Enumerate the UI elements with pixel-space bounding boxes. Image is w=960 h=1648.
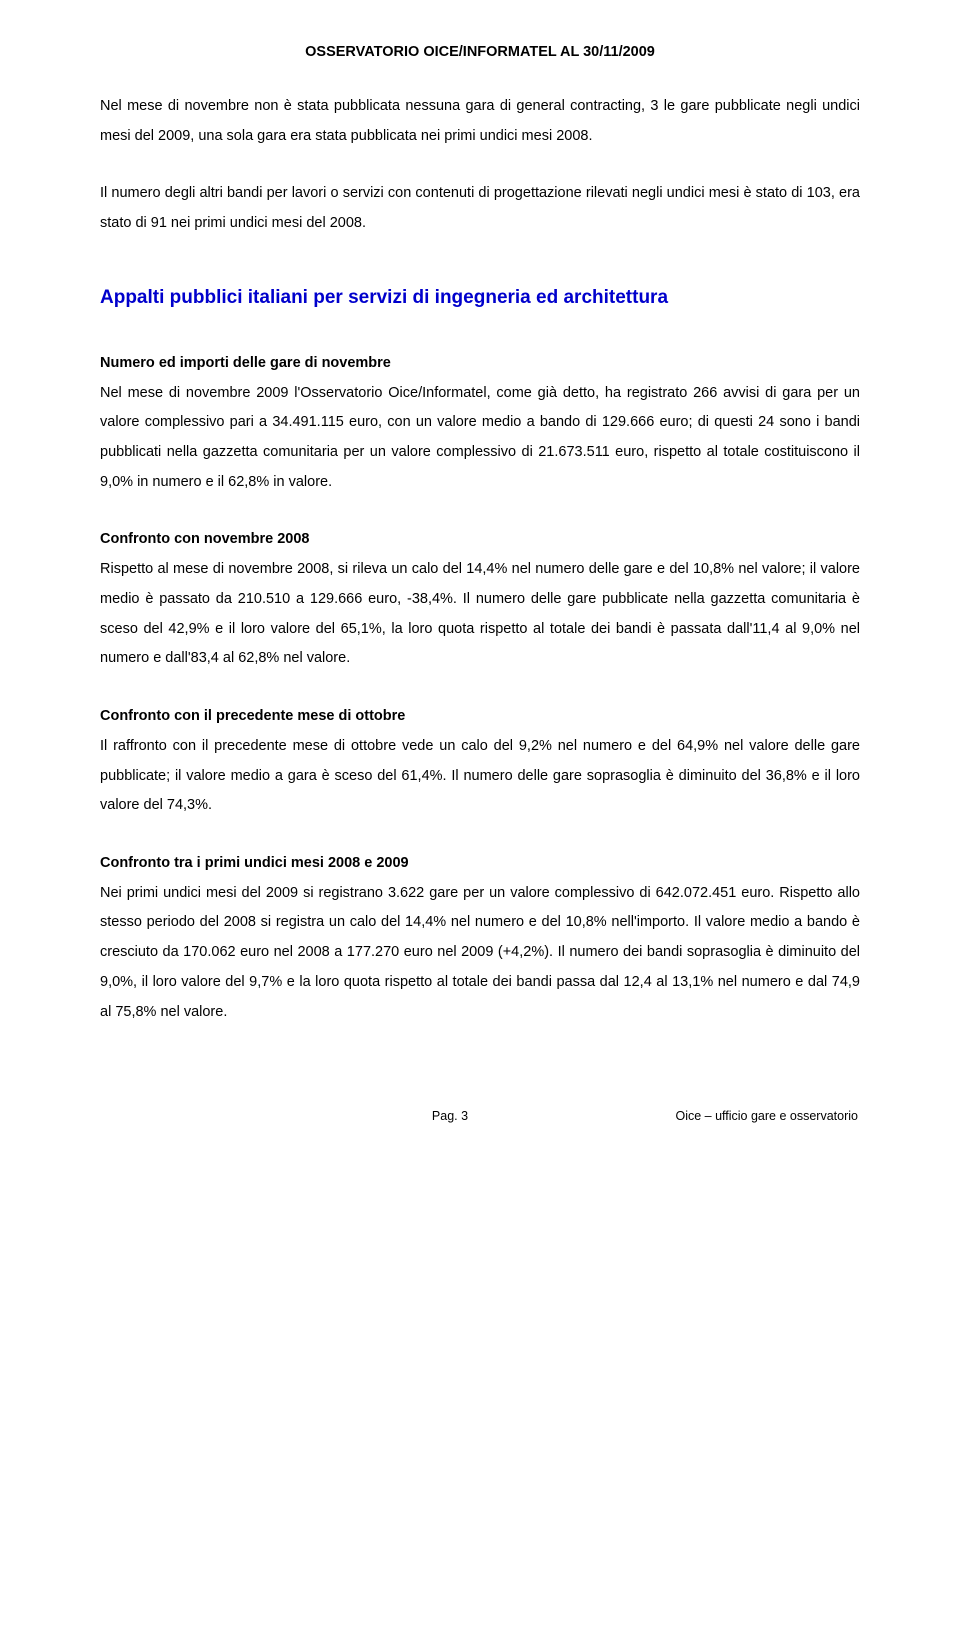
page-container: OSSERVATORIO OICE/INFORMATEL AL 30/11/20… bbox=[0, 0, 960, 1183]
intro-paragraph-1: Nel mese di novembre non è stata pubblic… bbox=[100, 92, 860, 151]
block-heading-0: Numero ed importi delle gare di novembre bbox=[100, 355, 391, 371]
block-heading-3: Confronto tra i primi undici mesi 2008 e… bbox=[100, 855, 409, 871]
header-text: OSSERVATORIO OICE/INFORMATEL AL 30/11/20… bbox=[305, 44, 655, 60]
section-title: Appalti pubblici italiani per servizi di… bbox=[100, 287, 860, 309]
footer-page-number: Pag. 3 bbox=[302, 1109, 598, 1123]
intro-p2-text: Il numero degli altri bandi per lavori o… bbox=[100, 185, 860, 231]
block-heading-1: Confronto con novembre 2008 bbox=[100, 531, 309, 547]
intro-paragraph-2: Il numero degli altri bandi per lavori o… bbox=[100, 179, 860, 238]
section-title-text: Appalti pubblici italiani per servizi di… bbox=[100, 287, 668, 308]
block-numero-importi: Numero ed importi delle gare di novembre… bbox=[100, 349, 860, 498]
block-heading-2: Confronto con il precedente mese di otto… bbox=[100, 708, 405, 724]
block-confronto-ottobre: Confronto con il precedente mese di otto… bbox=[100, 702, 860, 821]
footer-right-text: Oice – ufficio gare e osservatorio bbox=[598, 1109, 858, 1123]
block-body-3: Nei primi undici mesi del 2009 si regist… bbox=[100, 885, 860, 1020]
page-footer: Pag. 3 Oice – ufficio gare e osservatori… bbox=[100, 1109, 860, 1123]
block-confronto-nov-2008: Confronto con novembre 2008 Rispetto al … bbox=[100, 525, 860, 674]
block-body-0: Nel mese di novembre 2009 l'Osservatorio… bbox=[100, 385, 860, 490]
page-header: OSSERVATORIO OICE/INFORMATEL AL 30/11/20… bbox=[100, 44, 860, 60]
block-body-1: Rispetto al mese di novembre 2008, si ri… bbox=[100, 561, 860, 666]
block-confronto-undici-mesi: Confronto tra i primi undici mesi 2008 e… bbox=[100, 849, 860, 1027]
block-body-2: Il raffronto con il precedente mese di o… bbox=[100, 738, 860, 813]
intro-p1-text: Nel mese di novembre non è stata pubblic… bbox=[100, 98, 860, 144]
